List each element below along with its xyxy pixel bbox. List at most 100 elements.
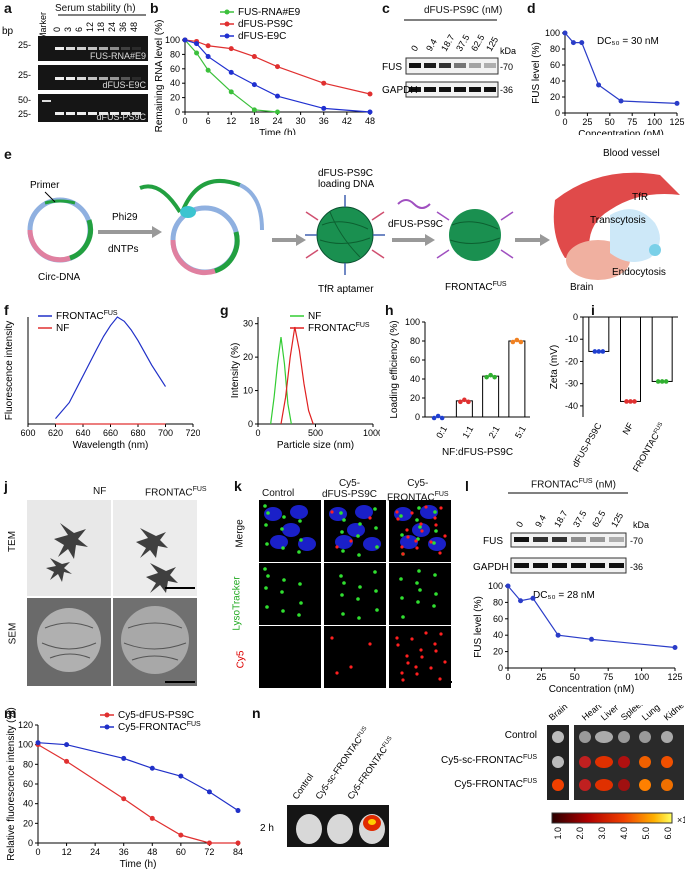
- blot-c-row1: FUS: [382, 62, 402, 73]
- data-point: [530, 595, 536, 601]
- blot-l-band: [533, 537, 548, 542]
- x-axis-label: NF:dFUS-PS9C: [442, 447, 513, 458]
- data-point: [439, 415, 445, 421]
- lysotracker-spot: [358, 585, 362, 589]
- lysotracker-spot: [417, 506, 421, 510]
- blot-l-conc: 0: [514, 520, 525, 529]
- legend-label: FRONTACFUS: [56, 310, 118, 322]
- gel-band: [121, 47, 130, 50]
- lysotracker-spot: [434, 529, 438, 533]
- x-tick-label: 700: [158, 428, 173, 438]
- organ-signal: [661, 779, 673, 791]
- data-point: [484, 374, 489, 380]
- lysotracker-spot: [375, 545, 379, 549]
- x-tick-label: 25: [536, 672, 546, 682]
- blot-c-band: [454, 63, 466, 68]
- gel2-tick: 25-: [18, 70, 31, 80]
- panel-letter-j: j: [4, 478, 8, 494]
- blot-c-gapdh-band: [409, 87, 421, 92]
- blot-l-gapdh-band: [514, 563, 529, 568]
- cy5-spot: [330, 510, 334, 514]
- x-tick-label: dFUS-PS9C: [570, 421, 604, 469]
- cy5-spot: [434, 649, 438, 653]
- y-axis-label: Intensity (%): [230, 343, 241, 399]
- transcytosis-label: Transcytosis: [590, 215, 646, 226]
- x-tick-label: 500: [308, 428, 323, 438]
- cy5-spot: [443, 660, 447, 664]
- data-point: [149, 815, 155, 821]
- panel-letter-d: d: [527, 0, 536, 16]
- nucleus: [363, 537, 381, 551]
- y-tick-label: 80: [170, 49, 180, 59]
- gel-band: [66, 47, 75, 50]
- gel-band: [88, 112, 97, 115]
- x-tick-label: 48: [147, 847, 157, 857]
- gel-band: [121, 77, 130, 80]
- data-point: [205, 43, 211, 49]
- circ-label: Circ-DNA: [38, 272, 81, 283]
- gel-band: [132, 77, 141, 80]
- legend-marker: [104, 724, 110, 730]
- y-tick-label: 100: [18, 740, 33, 750]
- lysotracker-spot: [280, 527, 284, 531]
- x-tick-label: 1:1: [460, 424, 475, 440]
- x-tick-label: 50: [605, 117, 615, 127]
- cy5-spot: [335, 545, 339, 549]
- blot-c-gapdh-band: [424, 87, 436, 92]
- data-point: [570, 40, 576, 46]
- lysotracker-spot: [264, 586, 268, 590]
- brain-label: Brain: [570, 282, 593, 293]
- series-line: [184, 39, 371, 113]
- organ-signal: [639, 756, 651, 768]
- mouse-label-2: Cy5-sc-FRONTACFUS: [313, 725, 370, 801]
- x-tick-label: 125: [667, 672, 682, 682]
- lysotracker-spot: [339, 511, 343, 515]
- blot-c-band: [484, 63, 496, 68]
- blot-l-band: [590, 537, 605, 542]
- y-tick-label: 20: [410, 393, 420, 403]
- y-tick-label: 20: [243, 352, 253, 362]
- lane-label: 24: [107, 22, 117, 32]
- panel-i: i 0 -10 -20 -30 -40 dFUS-PS9C NF FRONTACFUS Zeta…: [545, 302, 685, 473]
- y-tick-label: 100: [405, 317, 420, 327]
- y-axis-label: FUS level (%): [531, 42, 542, 104]
- lysotracker-spot: [418, 525, 422, 529]
- gel2-label: dFUS-E9C: [102, 80, 146, 90]
- cy5-spot: [395, 636, 399, 640]
- y-tick-label: 100: [165, 35, 180, 45]
- panel-letter-h: h: [385, 302, 394, 318]
- lysotracker-spot: [373, 570, 377, 574]
- blot-l-conc: 9.4: [533, 513, 548, 529]
- data-point: [632, 399, 637, 404]
- panel-h: h 0 20 40 60 80 100 0:1 1:1 2:1 5:1 NF:dFUS-PS9C Lo…: [385, 302, 535, 467]
- cy5-spot: [406, 535, 410, 539]
- series-line: [270, 336, 292, 425]
- cy5-spot: [414, 665, 418, 669]
- y-tick-label: 0: [415, 412, 420, 422]
- y-tick-label: 20: [550, 92, 560, 102]
- blot-l-band: [552, 537, 567, 542]
- lysotracker-spot: [373, 507, 377, 511]
- lysotracker-spot: [281, 546, 285, 550]
- panel-letter-b: b: [150, 0, 159, 16]
- blot-l-conc: 18.7: [552, 509, 569, 529]
- data-point: [596, 349, 602, 354]
- nucleus: [329, 507, 347, 521]
- nucleus: [400, 535, 418, 549]
- data-point: [64, 742, 70, 748]
- scale-tick-label: 6.0: [663, 827, 673, 840]
- x-axis-label: Time (h): [120, 859, 157, 870]
- cy5-spot: [434, 523, 438, 527]
- lysotracker-spot: [400, 596, 404, 600]
- data-point: [228, 46, 234, 52]
- lysotracker-spot: [415, 581, 419, 585]
- lysotracker-spot: [375, 608, 379, 612]
- k-col3: Cy5- FRONTACFUS: [387, 478, 449, 504]
- legend-marker: [224, 33, 230, 39]
- blot-l-row2: GAPDH: [473, 562, 509, 573]
- lysotracker-spot: [433, 573, 437, 577]
- blot-l-conc: 37.5: [571, 509, 588, 529]
- gel-band: [55, 112, 64, 115]
- panel-letter-e: e: [4, 146, 12, 162]
